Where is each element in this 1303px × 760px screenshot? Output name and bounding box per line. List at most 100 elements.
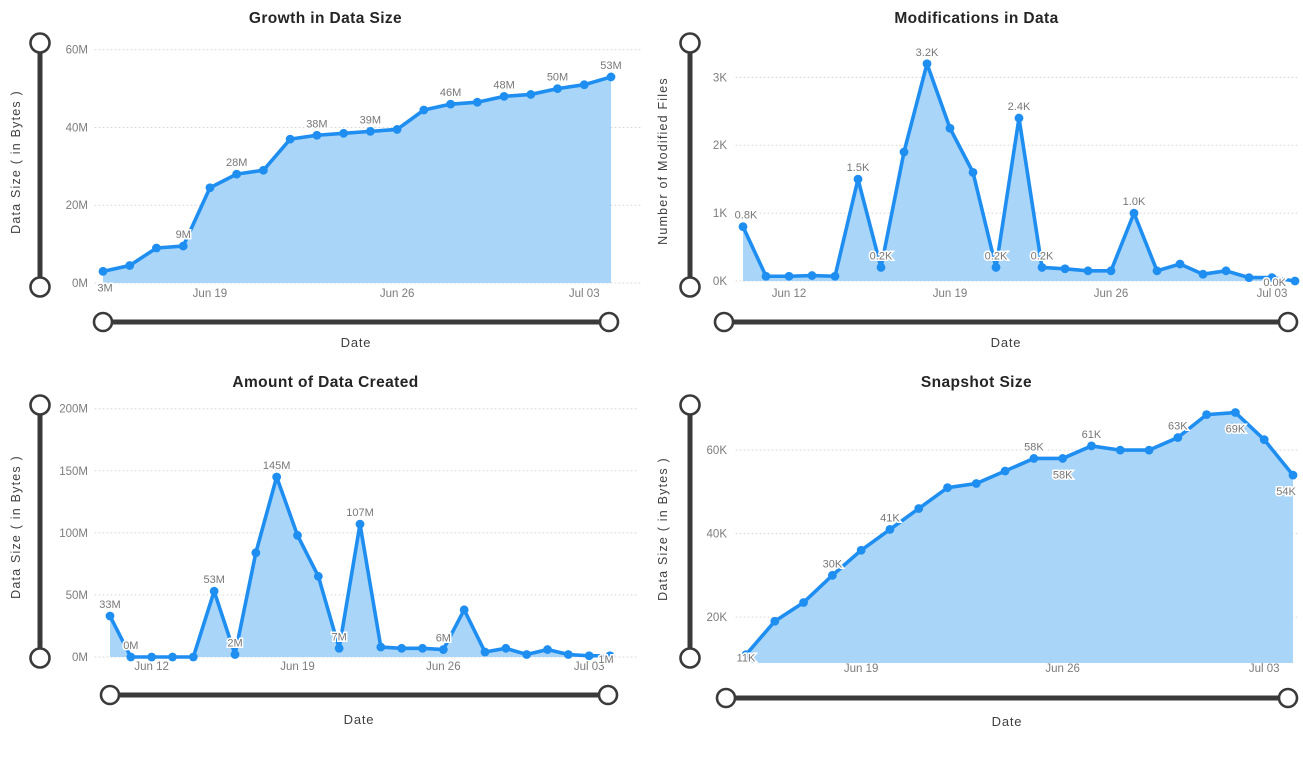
data-point[interactable]	[830, 271, 840, 281]
data-point[interactable]	[272, 472, 282, 482]
data-point[interactable]	[943, 483, 952, 493]
x-range-slider-handle-left[interactable]	[713, 311, 735, 333]
data-point[interactable]	[339, 128, 349, 138]
y-range-slider-handle-top[interactable]	[679, 32, 701, 54]
data-point[interactable]	[1175, 259, 1185, 269]
data-point[interactable]	[1115, 445, 1125, 455]
data-point[interactable]	[126, 652, 136, 662]
data-point[interactable]	[1087, 441, 1096, 451]
x-range-slider-track[interactable]	[103, 319, 609, 325]
data-point[interactable]	[543, 645, 552, 654]
data-point[interactable]	[738, 222, 748, 232]
data-point[interactable]	[807, 271, 817, 280]
data-point[interactable]	[899, 147, 909, 157]
data-point[interactable]	[1000, 466, 1010, 476]
x-range-slider-handle-right[interactable]	[598, 311, 620, 333]
data-point[interactable]	[526, 90, 536, 99]
data-point[interactable]	[499, 91, 509, 101]
data-point[interactable]	[1029, 454, 1039, 463]
y-range-slider-handle-top[interactable]	[679, 394, 701, 416]
data-point[interactable]	[856, 545, 866, 555]
y-range-slider-handle-top[interactable]	[29, 32, 51, 54]
data-point[interactable]	[1290, 276, 1300, 286]
data-point[interactable]	[419, 105, 429, 115]
data-point[interactable]	[205, 183, 215, 193]
x-range-slider-handle-right[interactable]	[1277, 687, 1299, 709]
data-point[interactable]	[922, 59, 932, 69]
y-range-slider-handle-bottom[interactable]	[679, 276, 701, 298]
data-point[interactable]	[853, 174, 863, 184]
data-point[interactable]	[741, 650, 751, 660]
data-point[interactable]	[98, 266, 108, 276]
data-point[interactable]	[312, 130, 322, 140]
y-range-slider-track[interactable]	[37, 405, 43, 658]
data-point[interactable]	[209, 586, 219, 596]
y-range-slider-handle-bottom[interactable]	[29, 276, 51, 298]
data-point[interactable]	[168, 652, 177, 662]
data-point[interactable]	[1058, 454, 1068, 463]
data-point[interactable]	[885, 525, 895, 534]
data-point[interactable]	[259, 165, 268, 175]
data-point[interactable]	[230, 650, 240, 659]
data-point[interactable]	[251, 548, 261, 558]
x-range-slider-handle-left[interactable]	[715, 687, 737, 709]
data-point[interactable]	[178, 241, 188, 251]
data-point[interactable]	[1060, 264, 1070, 274]
x-range-slider-handle-right[interactable]	[597, 684, 619, 706]
data-point[interactable]	[501, 643, 511, 653]
data-point[interactable]	[392, 125, 402, 134]
y-range-slider-track[interactable]	[37, 43, 43, 287]
data-point[interactable]	[125, 261, 135, 270]
data-point[interactable]	[232, 169, 242, 179]
data-point[interactable]	[1152, 266, 1162, 276]
data-point[interactable]	[1221, 266, 1231, 276]
data-point[interactable]	[285, 134, 295, 144]
data-point[interactable]	[579, 80, 589, 90]
data-point[interactable]	[563, 650, 573, 659]
data-point[interactable]	[418, 643, 427, 653]
data-point[interactable]	[334, 643, 344, 653]
data-point[interactable]	[606, 72, 616, 82]
data-point[interactable]	[914, 504, 924, 513]
data-point[interactable]	[1259, 435, 1269, 445]
data-point[interactable]	[1288, 470, 1298, 480]
data-point[interactable]	[968, 167, 978, 177]
x-range-slider-track[interactable]	[724, 319, 1288, 325]
data-point[interactable]	[1014, 113, 1024, 123]
data-point[interactable]	[827, 570, 837, 580]
data-point[interactable]	[105, 611, 115, 621]
data-point[interactable]	[147, 652, 157, 662]
data-point[interactable]	[1083, 266, 1093, 276]
data-point[interactable]	[876, 263, 886, 272]
data-point[interactable]	[1129, 208, 1139, 218]
y-range-slider-track[interactable]	[687, 405, 693, 658]
data-point[interactable]	[553, 84, 562, 93]
x-range-slider-handle-left[interactable]	[92, 311, 114, 333]
x-range-slider-handle-left[interactable]	[99, 684, 121, 706]
data-point[interactable]	[376, 642, 386, 652]
x-range-slider-track[interactable]	[110, 692, 608, 698]
data-point[interactable]	[945, 123, 955, 133]
data-point[interactable]	[1144, 445, 1154, 455]
data-point[interactable]	[1037, 263, 1047, 272]
data-point[interactable]	[784, 271, 794, 281]
y-range-slider-track[interactable]	[687, 43, 693, 287]
data-point[interactable]	[971, 479, 981, 488]
data-point[interactable]	[188, 652, 198, 662]
data-point[interactable]	[605, 651, 615, 661]
data-point[interactable]	[1244, 273, 1254, 283]
data-point[interactable]	[313, 571, 323, 581]
data-point[interactable]	[761, 271, 771, 281]
data-point[interactable]	[472, 97, 482, 107]
data-point[interactable]	[152, 243, 161, 253]
data-point[interactable]	[1106, 266, 1116, 276]
x-range-slider-handle-right[interactable]	[1277, 311, 1299, 333]
data-point[interactable]	[1202, 410, 1212, 420]
data-point[interactable]	[365, 126, 375, 136]
data-point[interactable]	[584, 651, 594, 661]
data-point[interactable]	[480, 647, 490, 657]
y-range-slider-handle-bottom[interactable]	[29, 647, 51, 669]
data-point[interactable]	[770, 616, 780, 626]
data-point[interactable]	[293, 530, 302, 540]
data-point[interactable]	[397, 643, 407, 653]
